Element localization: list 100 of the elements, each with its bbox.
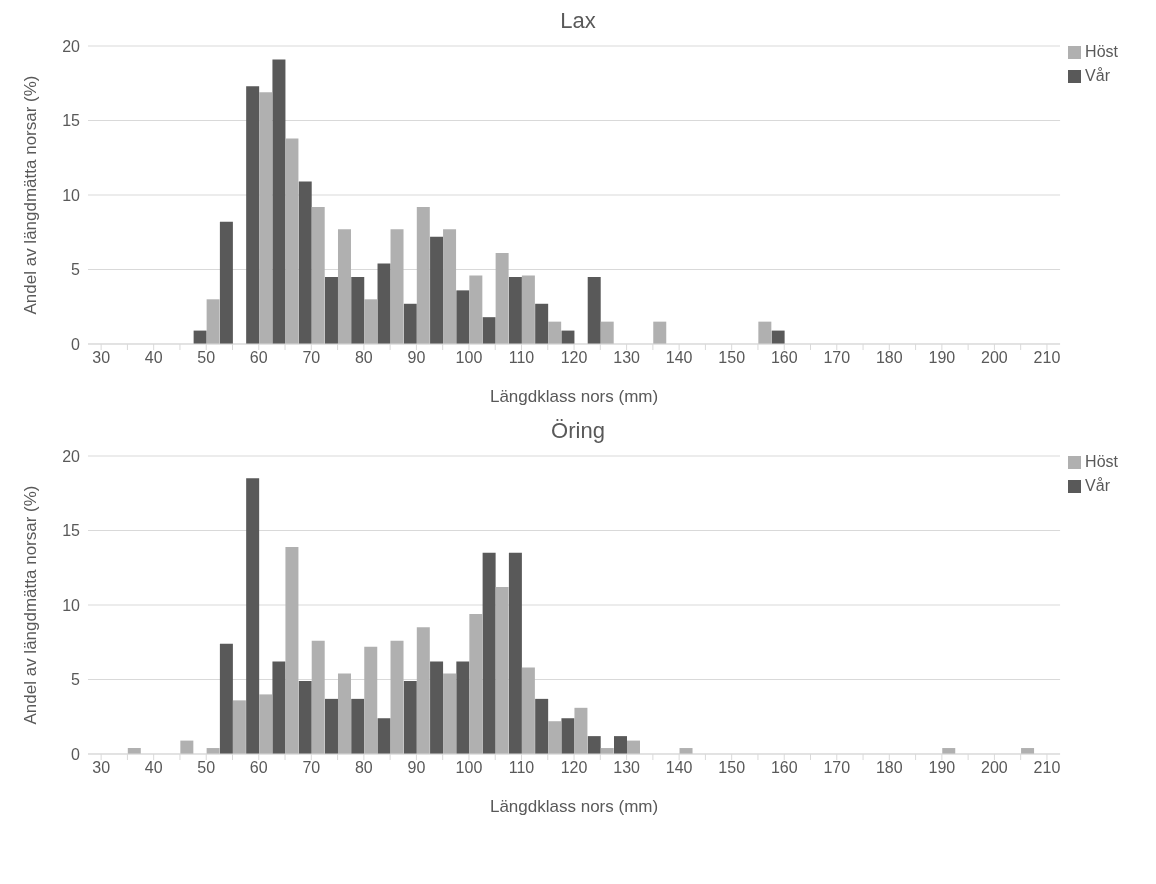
- bar: [259, 92, 273, 344]
- y-axis-title: Andel av längdmätta norsar (%): [21, 485, 41, 725]
- y-tick-label: 15: [62, 112, 81, 130]
- bar: [495, 587, 509, 754]
- x-tick-label: 200: [981, 759, 1008, 777]
- x-tick-label: 90: [407, 349, 426, 367]
- bar: [561, 330, 575, 344]
- x-tick-label: 140: [665, 759, 693, 777]
- bar: [324, 698, 338, 754]
- y-axis-title: Andel av längdmätta norsar (%): [21, 75, 41, 315]
- x-tick-label: 100: [455, 759, 483, 777]
- x-tick-label: 170: [823, 759, 851, 777]
- bar: [219, 221, 233, 344]
- y-tick-label: 5: [71, 261, 81, 279]
- bar: [443, 673, 457, 754]
- legend-label: Vår: [1085, 477, 1110, 494]
- bar: [390, 640, 404, 754]
- bar: [758, 321, 772, 344]
- bar: [535, 698, 549, 754]
- x-tick-label: 50: [197, 349, 216, 367]
- x-tick-label: 210: [1033, 759, 1061, 777]
- x-tick-label: 130: [613, 759, 641, 777]
- bar: [535, 303, 549, 344]
- x-axis-title: Längdklass nors (mm): [489, 797, 659, 816]
- bar: [403, 303, 417, 344]
- x-tick-label: 40: [144, 349, 163, 367]
- x-tick-label: 190: [928, 349, 956, 367]
- bar: [324, 276, 338, 344]
- x-tick-label: 200: [981, 349, 1008, 367]
- bar: [430, 236, 444, 344]
- bar: [521, 275, 535, 344]
- bar: [771, 330, 785, 344]
- bar: [600, 321, 614, 344]
- bar: [390, 229, 404, 344]
- x-tick-label: 40: [144, 759, 163, 777]
- y-tick-label: 10: [62, 186, 81, 204]
- bar: [298, 680, 312, 754]
- bar: [548, 721, 562, 754]
- x-tick-label: 190: [928, 759, 956, 777]
- bar: [626, 740, 640, 754]
- y-tick-label: 15: [62, 522, 81, 540]
- x-tick-label: 180: [875, 349, 903, 367]
- x-tick-label: 70: [302, 759, 321, 777]
- bar: [351, 276, 365, 344]
- x-tick-label: 130: [613, 349, 641, 367]
- bar: [298, 181, 312, 344]
- x-tick-label: 150: [718, 759, 746, 777]
- bar: [180, 740, 194, 754]
- legend-label: Vår: [1085, 67, 1110, 84]
- bar: [469, 275, 483, 344]
- bar: [508, 552, 522, 754]
- x-tick-label: 80: [354, 759, 373, 777]
- y-tick-label: 5: [71, 671, 81, 689]
- bar: [416, 627, 430, 754]
- x-tick-label: 210: [1033, 349, 1061, 367]
- bar: [456, 661, 470, 754]
- x-axis-title: Längdklass nors (mm): [489, 387, 659, 406]
- x-tick-label: 160: [770, 759, 798, 777]
- bar: [377, 263, 391, 344]
- bar: [351, 698, 365, 754]
- bar: [443, 229, 457, 344]
- x-tick-label: 160: [770, 349, 798, 367]
- x-tick-label: 90: [407, 759, 426, 777]
- x-tick-label: 150: [718, 349, 746, 367]
- bar: [430, 661, 444, 754]
- chart-title: Lax: [559, 8, 597, 34]
- bar: [206, 299, 220, 344]
- bar: [377, 718, 391, 754]
- bar: [574, 707, 588, 754]
- bar: [653, 321, 667, 344]
- bar: [246, 478, 260, 754]
- bar: [272, 59, 286, 344]
- bar: [272, 661, 286, 754]
- bar: [232, 700, 246, 754]
- y-tick-label: 0: [71, 335, 81, 353]
- bar: [587, 276, 601, 344]
- bar: [508, 276, 522, 344]
- bar: [285, 546, 299, 754]
- x-tick-label: 110: [508, 349, 535, 367]
- bar: [587, 736, 601, 754]
- x-tick-label: 100: [455, 349, 483, 367]
- bar: [613, 736, 627, 754]
- bar: [219, 643, 233, 754]
- bar: [311, 206, 325, 344]
- bar: [456, 290, 470, 344]
- x-tick-label: 120: [560, 759, 588, 777]
- legend-label: Höst: [1085, 43, 1118, 60]
- chart-title: Öring: [550, 418, 606, 444]
- x-tick-label: 120: [560, 349, 588, 367]
- bar: [416, 206, 430, 344]
- y-tick-label: 20: [62, 37, 81, 55]
- bar: [469, 613, 483, 754]
- x-tick-label: 30: [92, 759, 111, 777]
- y-tick-label: 10: [62, 596, 81, 614]
- bar: [403, 680, 417, 754]
- x-tick-label: 60: [249, 759, 268, 777]
- bar: [337, 229, 351, 344]
- bar: [246, 86, 260, 344]
- bar: [561, 718, 575, 754]
- bar: [259, 694, 273, 754]
